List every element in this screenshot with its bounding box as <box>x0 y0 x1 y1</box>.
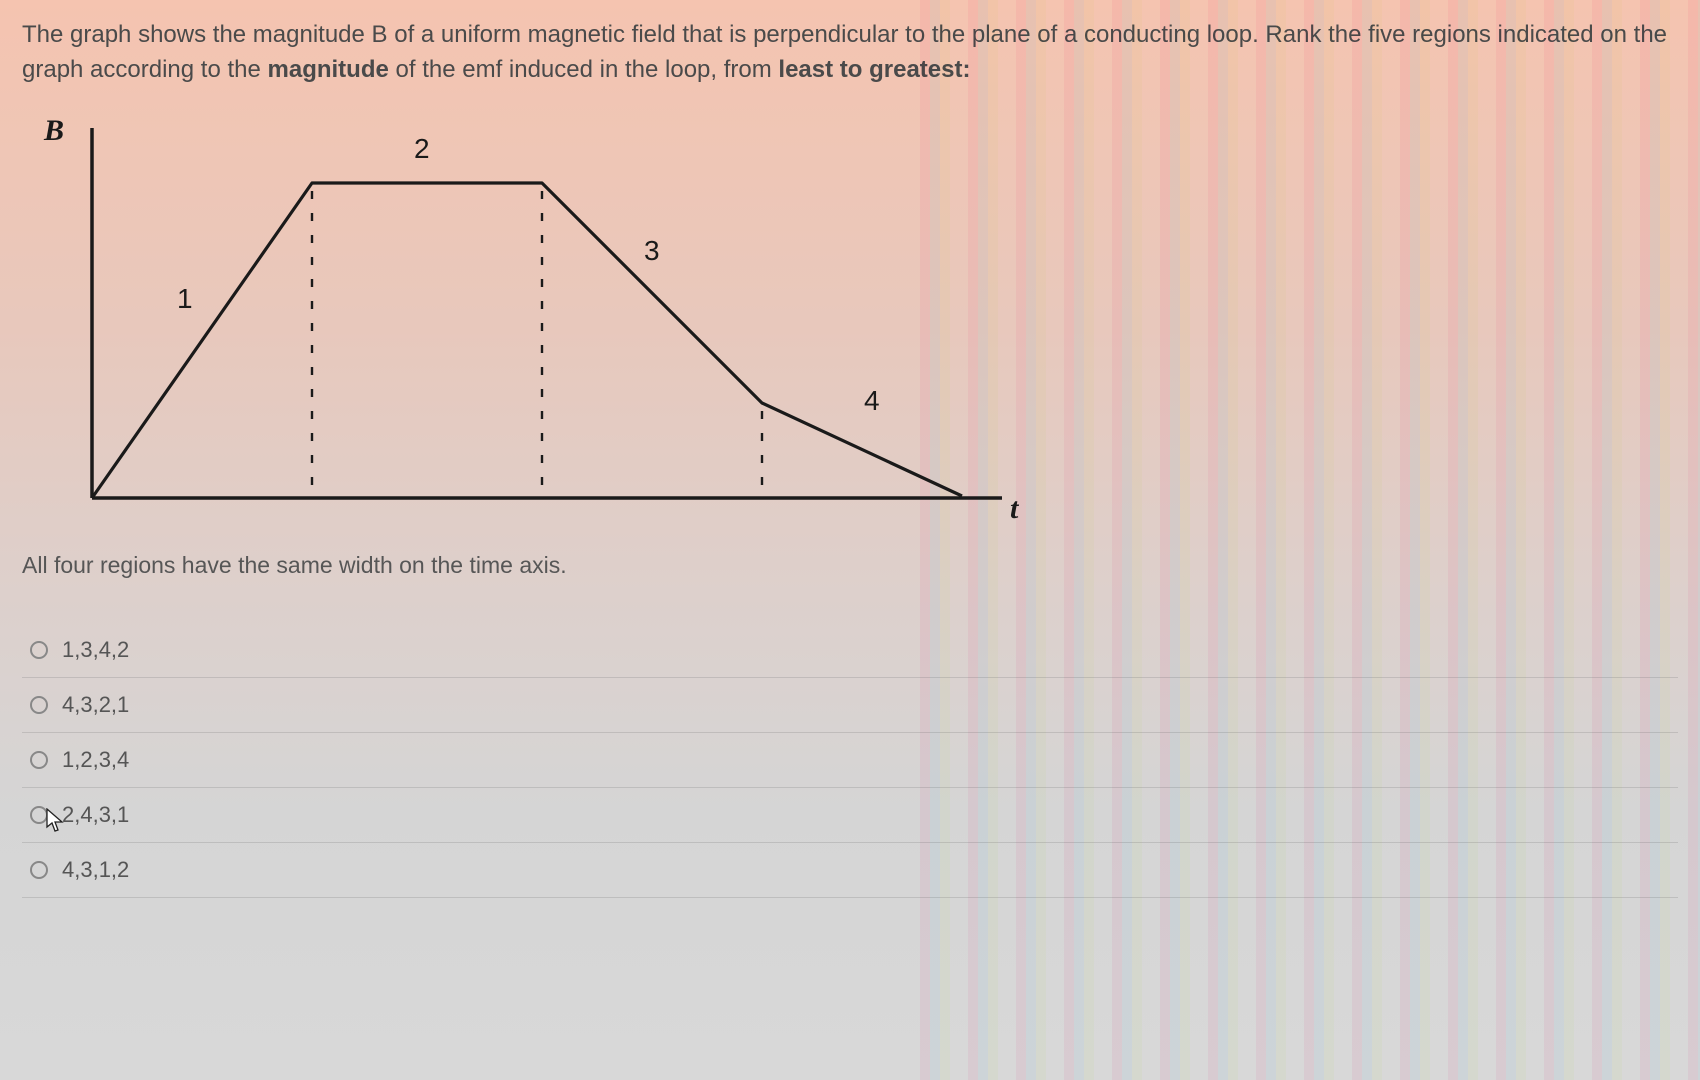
radio-icon[interactable] <box>30 641 48 659</box>
graph-svg: 1 2 3 4 Bt <box>22 108 1022 528</box>
options-list: 1,3,4,2 4,3,2,1 1,2,3,4 2,4,3,1 4,3,1,2 <box>22 623 1678 898</box>
svg-text:1: 1 <box>177 283 193 314</box>
option-label: 1,2,3,4 <box>62 747 129 773</box>
question-bold-1: magnitude <box>268 56 389 83</box>
svg-text:3: 3 <box>644 235 660 266</box>
graph-note: All four regions have the same width on … <box>22 552 1678 579</box>
graph-container: 1 2 3 4 Bt <box>22 108 1022 528</box>
option-row-0[interactable]: 1,3,4,2 <box>22 623 1678 678</box>
svg-text:B: B <box>43 114 64 147</box>
svg-text:t: t <box>1010 492 1020 525</box>
option-label: 1,3,4,2 <box>62 637 129 663</box>
option-row-2[interactable]: 1,2,3,4 <box>22 733 1678 788</box>
svg-text:2: 2 <box>414 133 430 164</box>
option-row-3[interactable]: 2,4,3,1 <box>22 788 1678 843</box>
question-bold-2: least to greatest: <box>778 56 970 83</box>
option-label: 4,3,2,1 <box>62 692 129 718</box>
option-row-4[interactable]: 4,3,1,2 <box>22 843 1678 898</box>
question-mid: of the emf induced in the loop, from <box>389 56 779 83</box>
radio-icon[interactable] <box>30 751 48 769</box>
svg-text:4: 4 <box>864 385 880 416</box>
radio-icon[interactable] <box>30 806 48 824</box>
radio-icon[interactable] <box>30 696 48 714</box>
radio-icon[interactable] <box>30 861 48 879</box>
question-text: The graph shows the magnitude B of a uni… <box>22 18 1678 88</box>
background-texture <box>920 0 1700 1080</box>
option-row-1[interactable]: 4,3,2,1 <box>22 678 1678 733</box>
option-label: 2,4,3,1 <box>62 802 129 828</box>
option-label: 4,3,1,2 <box>62 857 129 883</box>
